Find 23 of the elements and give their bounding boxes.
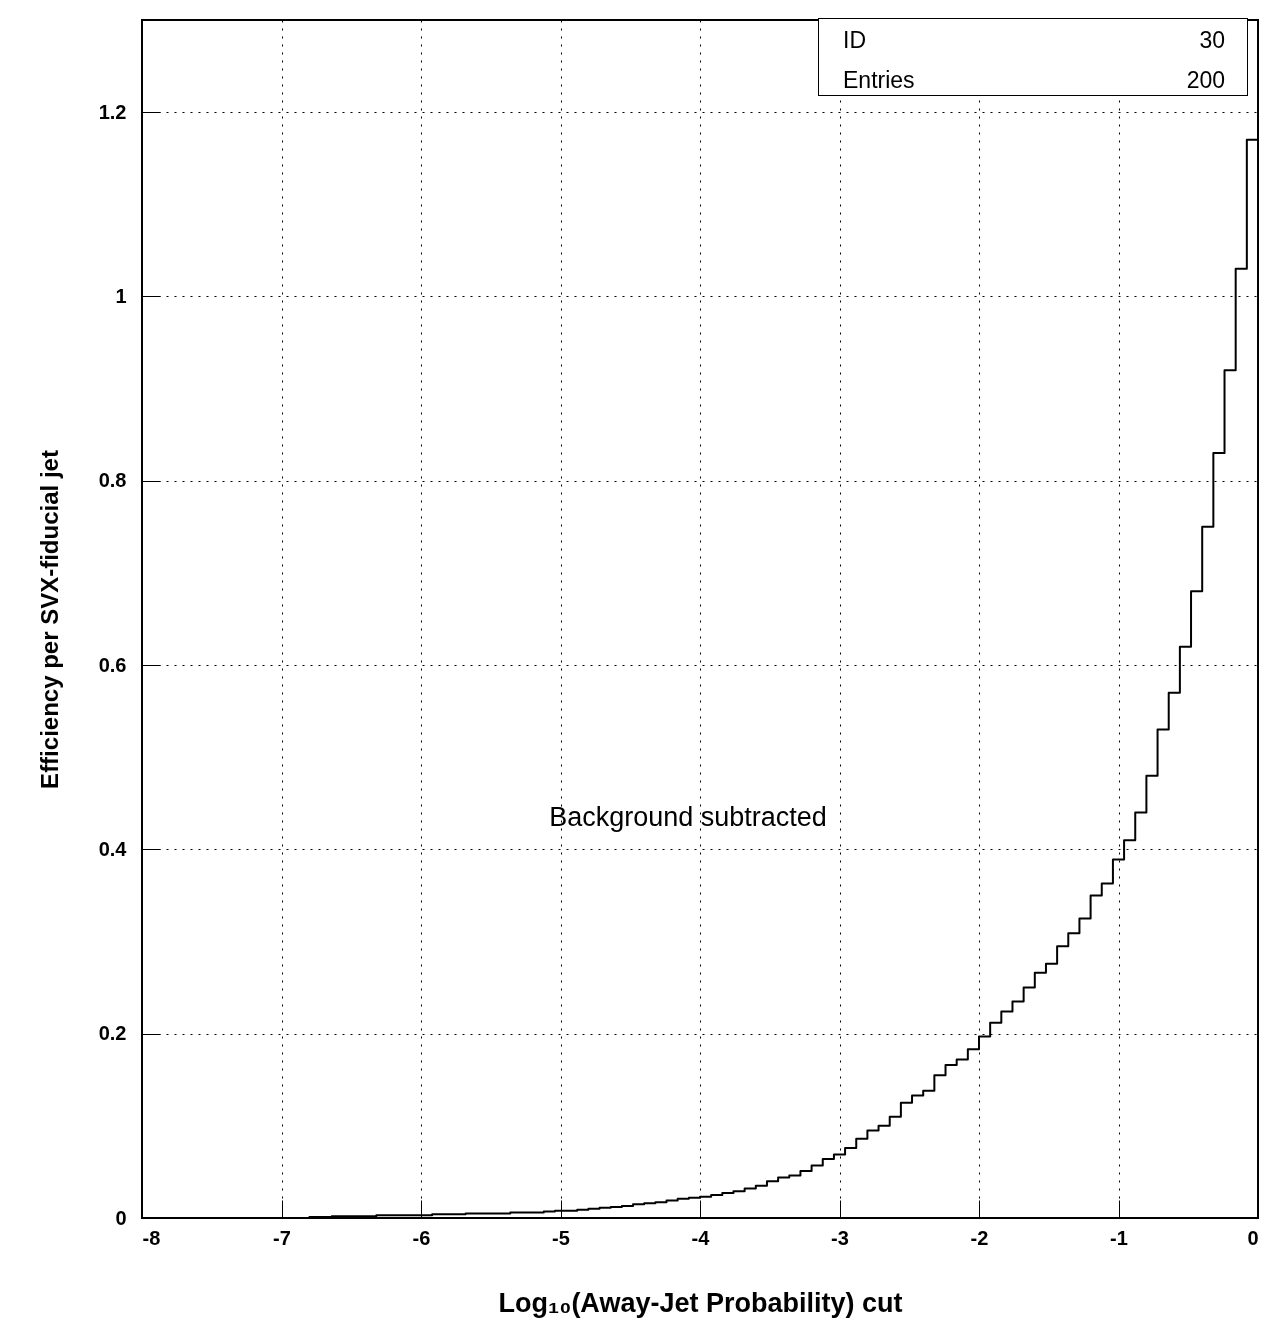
x-tick-label: -8 <box>142 1226 161 1249</box>
y-axis-title: Efficiency per SVX-fiducial jet <box>35 450 63 789</box>
x-tick-label: -7 <box>273 1226 291 1249</box>
annotation: ID <box>843 26 866 54</box>
y-tick-label: 1.2 <box>98 100 127 123</box>
y-tick-label: 0.6 <box>98 653 127 676</box>
y-tick-label: 1 <box>115 284 127 307</box>
x-tick-label: -1 <box>1110 1226 1128 1249</box>
annotation: Entries <box>843 66 915 94</box>
annotation: 200 <box>1186 66 1225 94</box>
x-tick-label: -6 <box>412 1226 431 1249</box>
annotation: Background subtracted <box>549 802 827 832</box>
y-tick-label: 0.8 <box>98 469 127 492</box>
y-tick-label: 0.4 <box>98 837 128 860</box>
annotation: 30 <box>1199 26 1225 54</box>
x-tick-label: 0 <box>1247 1226 1259 1249</box>
x-tick-label: -5 <box>552 1226 570 1249</box>
x-tick-label: -3 <box>831 1226 849 1249</box>
x-tick-label: -4 <box>691 1226 711 1249</box>
y-tick-label: 0.2 <box>98 1022 127 1045</box>
y-tick-label: 0 <box>115 1206 127 1229</box>
x-axis-title: Log₁₀(Away-Jet Probability) cut <box>498 1287 903 1318</box>
x-tick-label: -2 <box>970 1226 989 1249</box>
